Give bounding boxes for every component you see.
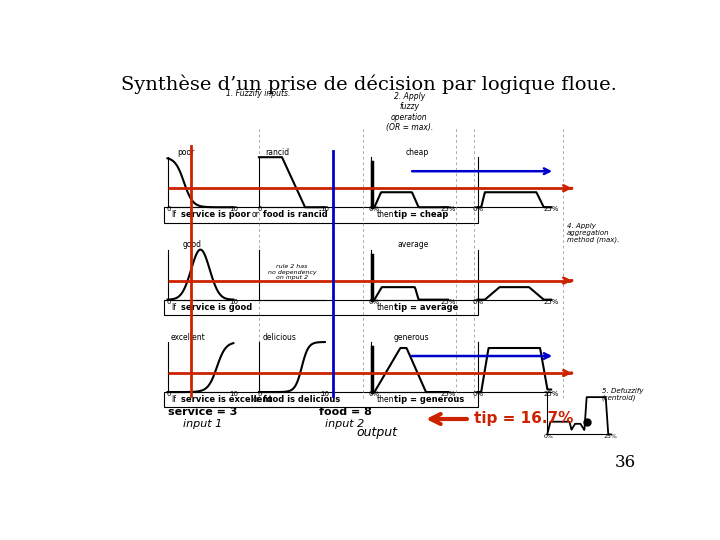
Text: rule 2 has
no dependency
on input 2: rule 2 has no dependency on input 2: [268, 264, 316, 280]
Text: then: then: [377, 395, 395, 404]
Text: Synthèse d’un prise de décision par logique floue.: Synthèse d’un prise de décision par logi…: [121, 74, 617, 93]
Text: 4. Apply
aggregation
method (max).: 4. Apply aggregation method (max).: [567, 222, 619, 244]
Text: then: then: [377, 211, 395, 219]
Text: 10: 10: [229, 206, 238, 212]
Text: If: If: [171, 211, 176, 219]
Text: 2. Apply
fuzzy
operation
(OR = max).: 2. Apply fuzzy operation (OR = max).: [386, 92, 433, 132]
Text: 0%: 0%: [369, 299, 380, 305]
Text: input 2: input 2: [325, 420, 364, 429]
Text: 0: 0: [166, 299, 171, 305]
Text: 25%: 25%: [604, 434, 618, 439]
Text: 10: 10: [320, 391, 329, 397]
Text: 5. Defuzzify
(centroid): 5. Defuzzify (centroid): [601, 388, 643, 401]
Text: service is excellent: service is excellent: [181, 395, 273, 404]
Text: tip = 16.7%: tip = 16.7%: [474, 411, 573, 427]
Text: 10: 10: [229, 299, 238, 305]
Text: 25%: 25%: [441, 299, 456, 305]
Text: 0: 0: [166, 391, 171, 397]
Text: 0%: 0%: [473, 299, 484, 305]
Text: food is rancid: food is rancid: [263, 211, 328, 219]
Text: food = 8: food = 8: [318, 407, 372, 417]
Text: good: good: [183, 240, 202, 249]
Text: If: If: [171, 303, 176, 312]
Text: 25%: 25%: [544, 206, 559, 212]
Text: excellent: excellent: [171, 333, 205, 342]
Text: 1. Fuzzify inputs.: 1. Fuzzify inputs.: [225, 89, 290, 98]
Text: then: then: [377, 303, 395, 312]
Text: If: If: [171, 395, 176, 404]
Text: 0: 0: [258, 206, 262, 212]
Text: cheap: cheap: [405, 148, 428, 157]
Text: 36: 36: [616, 454, 636, 471]
Text: output: output: [356, 426, 397, 439]
Text: or: or: [251, 211, 259, 219]
Text: 0%: 0%: [369, 391, 380, 397]
Text: 0: 0: [258, 391, 262, 397]
Text: average: average: [397, 240, 429, 249]
Text: 25%: 25%: [441, 391, 456, 397]
Text: tip = generous: tip = generous: [394, 395, 464, 404]
Text: poor: poor: [177, 148, 194, 157]
Text: or: or: [253, 395, 261, 404]
Text: service is good: service is good: [181, 303, 253, 312]
Text: service is poor: service is poor: [181, 211, 251, 219]
Text: 0%: 0%: [473, 206, 484, 212]
Text: 0%: 0%: [544, 434, 554, 439]
Text: delicious: delicious: [263, 333, 297, 342]
Text: input 1: input 1: [183, 420, 222, 429]
Text: 0%: 0%: [473, 391, 484, 397]
Text: 0%: 0%: [369, 206, 380, 212]
Text: 0: 0: [166, 206, 171, 212]
Text: tip = cheap: tip = cheap: [394, 211, 448, 219]
Text: rancid: rancid: [265, 148, 289, 157]
Text: 10: 10: [229, 391, 238, 397]
Text: service = 3: service = 3: [168, 407, 237, 417]
Text: generous: generous: [394, 333, 429, 342]
Text: 25%: 25%: [441, 206, 456, 212]
Text: tip = average: tip = average: [394, 303, 458, 312]
Text: 10: 10: [320, 206, 329, 212]
Text: 25%: 25%: [544, 391, 559, 397]
Text: food is delicious: food is delicious: [263, 395, 340, 404]
Text: 25%: 25%: [544, 299, 559, 305]
